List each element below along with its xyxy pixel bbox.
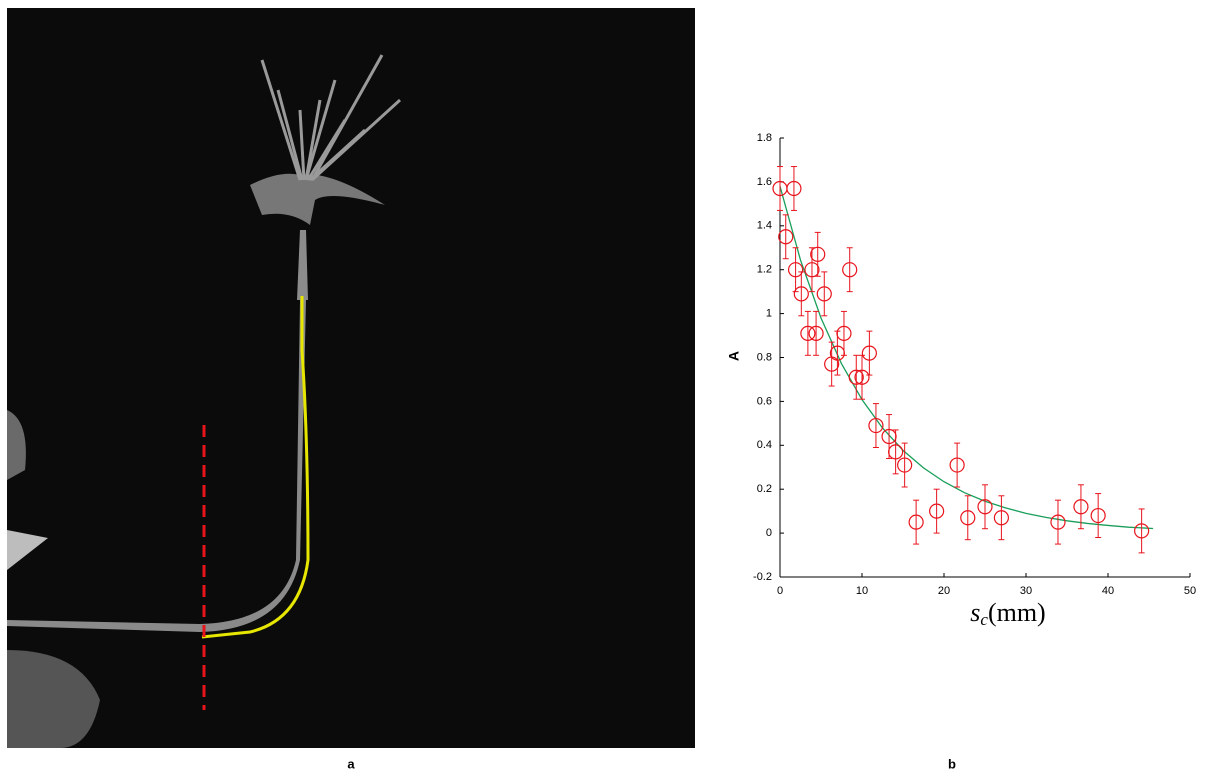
data-point [993,510,1010,526]
data-point [949,457,965,473]
y-axis-label: A [726,351,742,361]
data-point [778,229,794,245]
error-bar [777,166,783,211]
error-bar [1054,499,1061,545]
data-point [960,510,976,526]
error-bar [1095,493,1102,538]
error-bar [859,354,865,400]
data-point [786,180,802,197]
y-tick-label: 1.8 [757,132,772,144]
data-point [800,325,816,341]
data-point [1050,514,1066,530]
error-bar [792,247,799,293]
y-tick-label: 0.6 [757,395,772,407]
data-point [793,286,809,302]
error-bar [840,310,847,356]
data-point [868,417,884,434]
error-bar [866,330,873,376]
data-point [977,499,993,515]
error-bar [1138,508,1145,554]
error-bar [964,495,971,541]
x-axis-label: sc(mm) [970,598,1045,629]
error-bar [782,214,789,260]
error-bar [892,429,899,475]
error-bar [913,499,920,545]
y-tick-label: 0 [766,527,772,539]
error-bar [804,310,811,356]
error-bar [1077,484,1084,530]
y-tick-label: 1.6 [757,176,772,188]
data-point [842,262,858,278]
x-tick-label: 10 [856,585,868,597]
error-bar [853,354,860,400]
data-point [888,444,904,460]
y-tick-label: 1 [766,308,772,320]
error-bar [982,484,988,530]
error-bar [821,271,828,317]
y-tick-label: 1.2 [757,264,772,276]
data-point [816,286,832,302]
data-point [808,325,824,341]
fit-curve [779,186,1154,530]
x-label-rest: (mm) [988,598,1046,627]
data-point [929,503,945,519]
panel-label: b [948,756,956,771]
data-point [836,325,852,341]
x-tick-label: 0 [777,585,783,597]
x-tick-label: 50 [1184,585,1196,597]
y-tick-label: 0.8 [757,351,772,363]
error-bar [798,271,805,317]
y-tick-label: 0.4 [757,439,772,451]
x-label-sub: c [980,610,988,629]
data-point [1090,507,1106,524]
data-point [897,457,913,473]
error-bar [901,442,908,488]
data-point [861,345,877,361]
data-point [787,262,804,278]
data-point [810,246,826,262]
error-bar [872,403,879,448]
error-bar [790,166,797,211]
data-point [848,369,864,385]
data-point [1134,523,1150,539]
error-bar [813,310,820,356]
x-tick-label: 20 [938,585,950,597]
error-bar [933,488,940,534]
data-point [804,262,820,278]
error-bar [954,442,961,488]
x-label-base: s [970,598,980,627]
data-point [854,369,870,385]
error-bar [834,330,841,376]
photo [7,8,695,748]
y-tick-label: -0.2 [753,571,772,583]
error-bar [998,495,1005,541]
data-point [1073,499,1089,515]
x-tick-label: 30 [1020,585,1032,597]
panel-label: a [347,756,355,771]
error-bar [814,231,821,277]
x-tick-label: 40 [1102,585,1114,597]
data-point [908,514,924,530]
y-tick-label: 1.4 [757,220,772,232]
error-bar [846,247,853,293]
y-tick-label: 0.2 [757,483,772,495]
